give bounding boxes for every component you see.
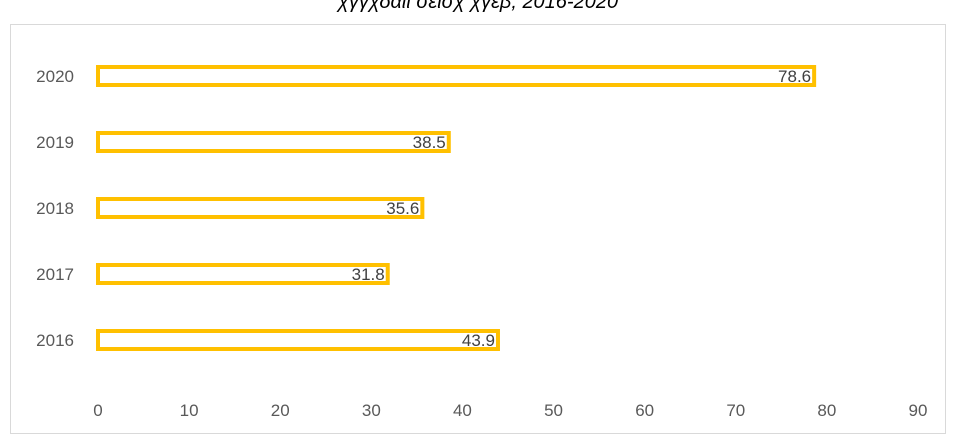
- y-tick-label-2019: 2019: [36, 133, 74, 152]
- bar-2016: [96, 329, 500, 351]
- x-tick-label-70: 70: [726, 401, 745, 420]
- data-label-2017: 31.8: [352, 265, 385, 284]
- data-label-2019: 38.5: [413, 133, 446, 152]
- x-tick-label-10: 10: [180, 401, 199, 420]
- x-tick-label-80: 80: [817, 401, 836, 420]
- y-tick-label-2017: 2017: [36, 265, 74, 284]
- data-label-2016: 43.9: [462, 331, 495, 350]
- data-label-2020: 78.6: [778, 67, 811, 86]
- x-tick-label-20: 20: [271, 401, 290, 420]
- y-tick-label-2020: 2020: [36, 67, 74, 86]
- chart-title: χγγχδαιι σεισχ χγεβ, 2016-2020: [337, 0, 619, 13]
- bar-2017: [96, 263, 390, 285]
- bar-2018: [96, 197, 425, 219]
- x-tick-label-90: 90: [909, 401, 928, 420]
- bar-2019: [96, 131, 451, 153]
- x-tick-label-30: 30: [362, 401, 381, 420]
- x-tick-label-0: 0: [93, 401, 102, 420]
- x-tick-label-50: 50: [544, 401, 563, 420]
- data-label-2018: 35.6: [386, 199, 419, 218]
- y-tick-label-2016: 2016: [36, 331, 74, 350]
- y-tick-label-2018: 2018: [36, 199, 74, 218]
- x-tick-label-40: 40: [453, 401, 472, 420]
- bar-2020: [96, 65, 817, 87]
- x-tick-label-60: 60: [635, 401, 654, 420]
